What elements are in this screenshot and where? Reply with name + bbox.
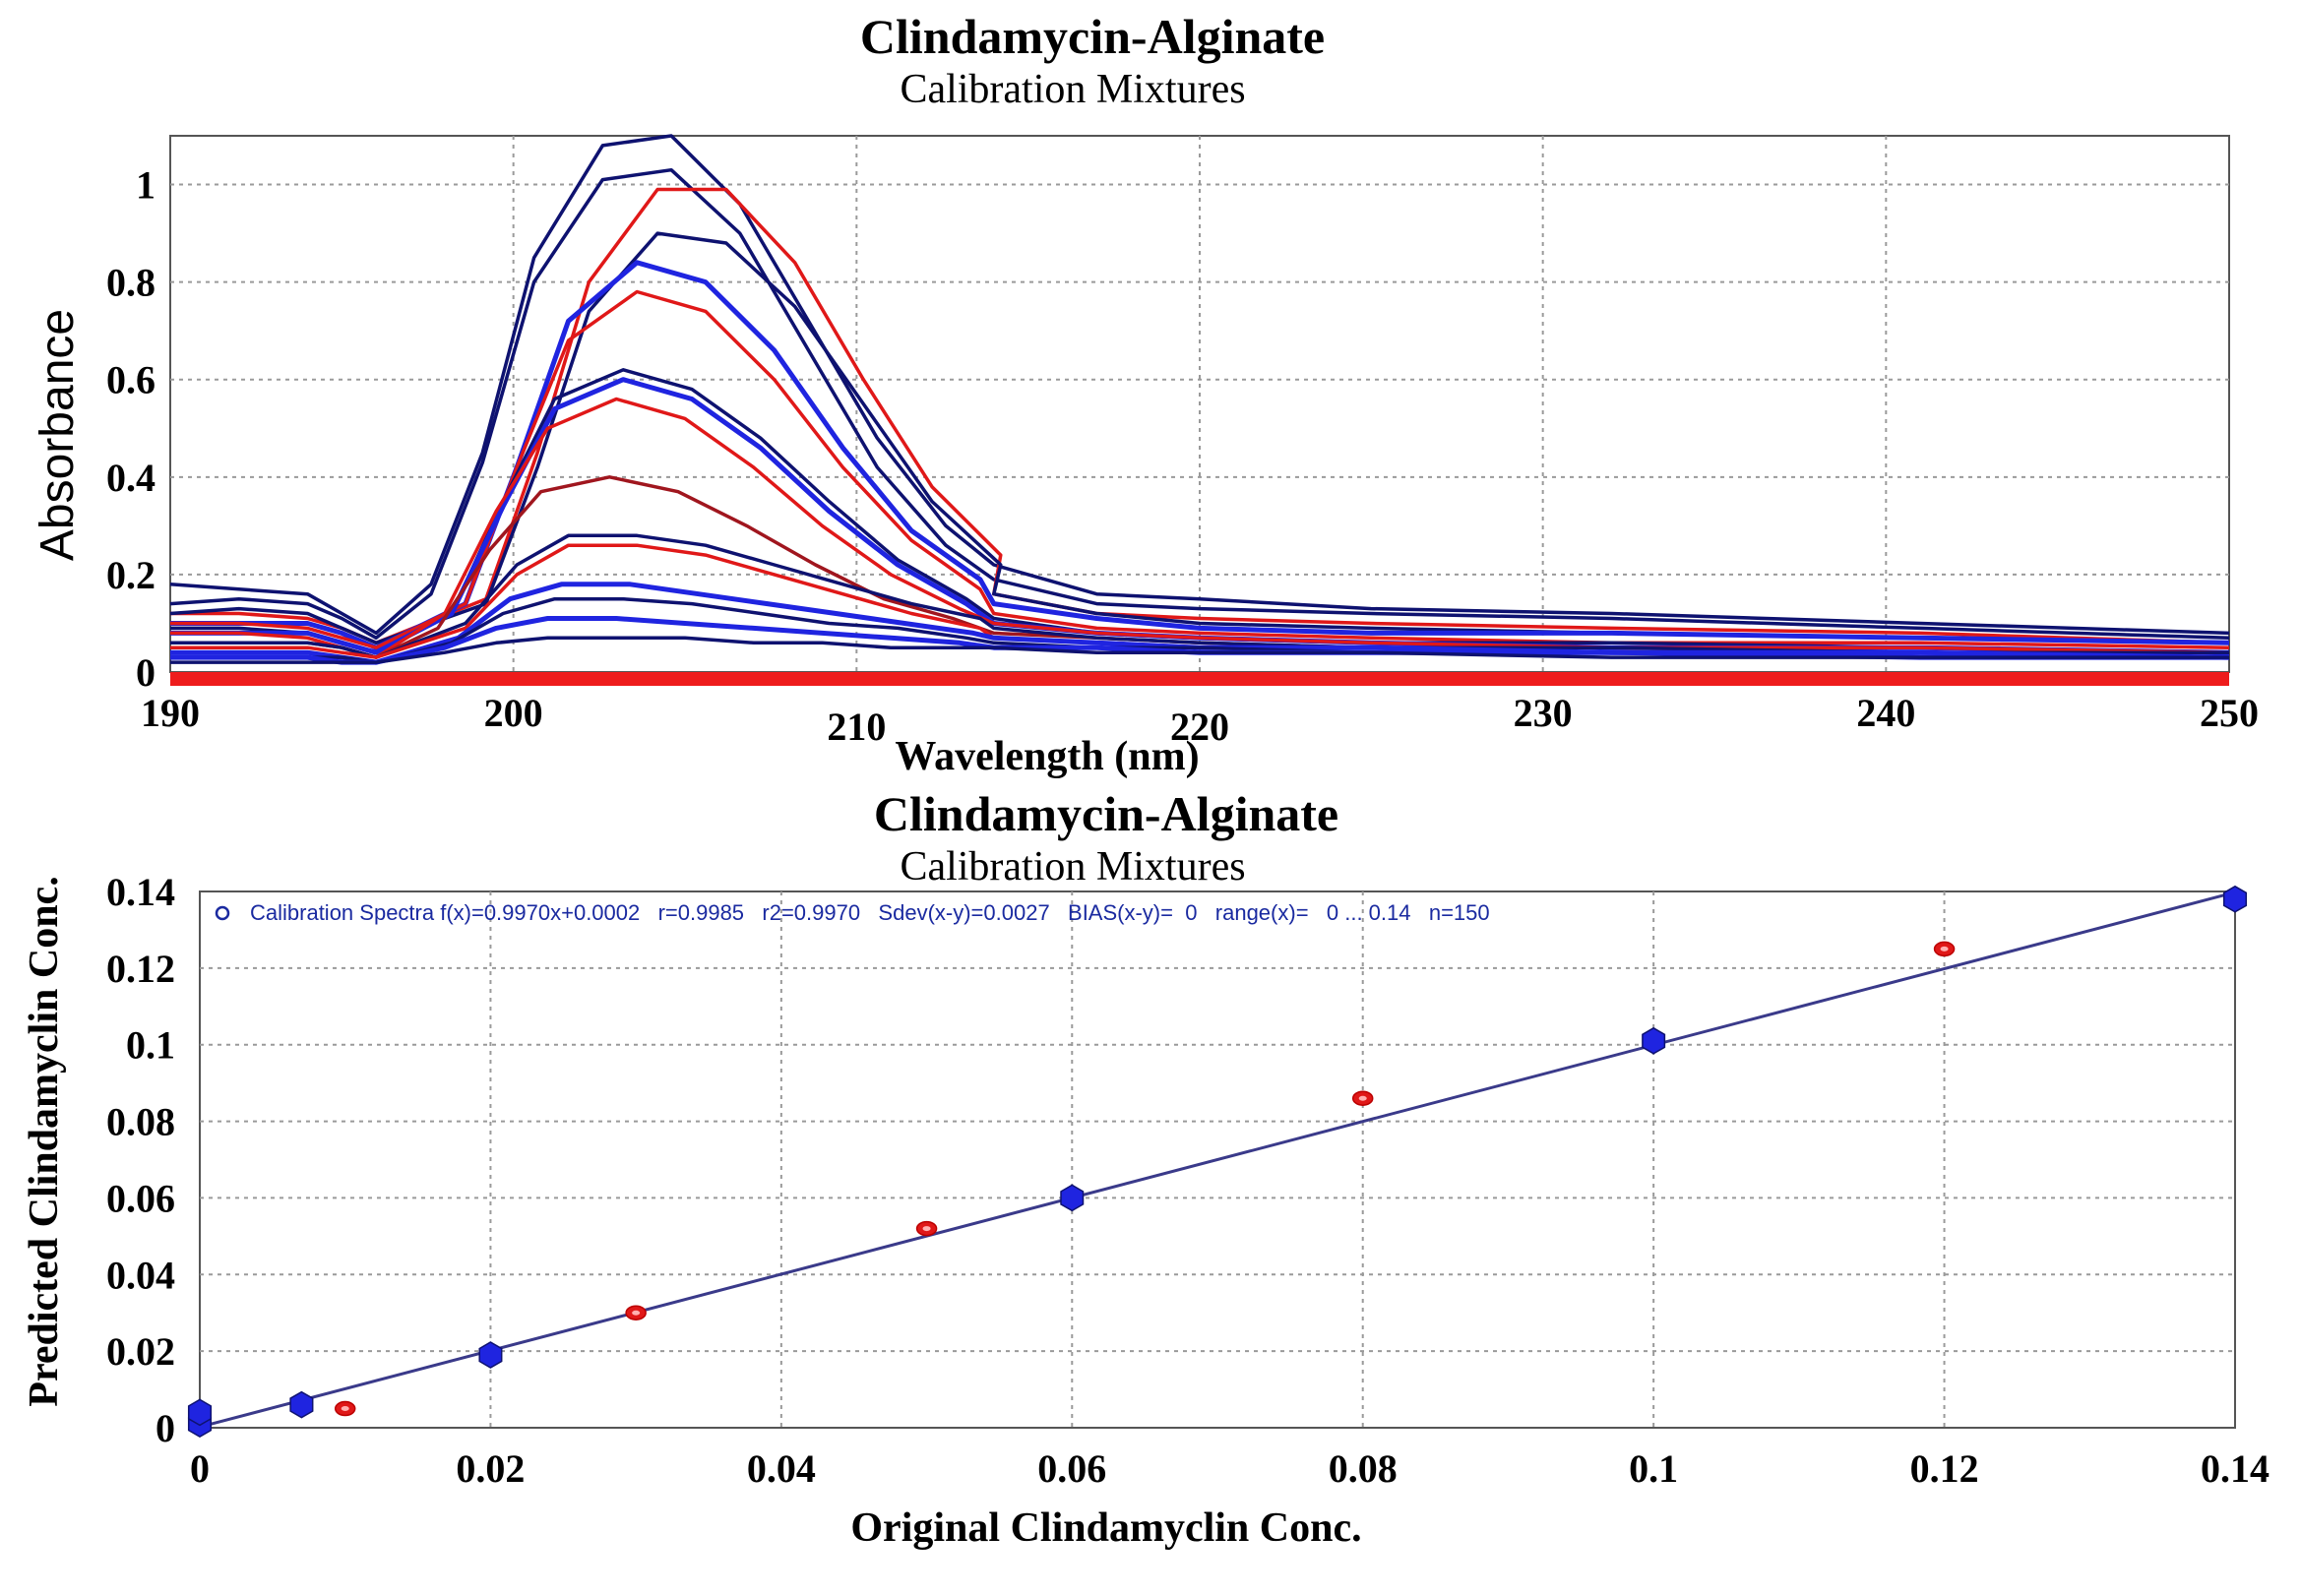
chart2-legend: Calibration Spectra f(x)=0.9970x+0.0002 … [215, 900, 1490, 925]
scatter-point-red-highlight [632, 1310, 641, 1316]
chart2-y-tick-label: 0.08 [106, 1100, 175, 1144]
chart2-y-ticks: 0 0.02 0.04 0.06 0.08 0.1 0.12 0.14 [106, 870, 175, 1450]
chart1-y-tick-label: 0.2 [106, 553, 155, 597]
chart1-x-tick-label: 190 [141, 691, 200, 735]
chart2-x-tick-label: 0.14 [2201, 1446, 2270, 1491]
chart1-y-tick-label: 0.4 [106, 456, 155, 500]
chart2-y-tick-label: 0.1 [126, 1023, 175, 1068]
chart2-y-tick-label: 0.04 [106, 1253, 175, 1297]
spectrum-line [170, 289, 2230, 649]
chart2-x-tick-label: 0.02 [456, 1446, 525, 1491]
scatter-point-red-highlight [341, 1406, 349, 1412]
chart1-x-axis-label: Wavelength (nm) [895, 734, 1199, 779]
chart1-y-ticks: 0 0.2 0.4 0.6 0.8 1 [106, 163, 155, 695]
regression-line [199, 890, 2236, 1429]
chart2-x-tick-label: 0.1 [1629, 1446, 1678, 1491]
scatter-point-blue [187, 1398, 213, 1427]
chart1-x-tick-label: 220 [1170, 705, 1229, 749]
chart2-y-tick-label: 0 [155, 1406, 175, 1450]
chart2-points-group [187, 885, 2248, 1438]
chart2-y-tick-label: 0.02 [106, 1329, 175, 1374]
spectra-chart: Clindamycin-Alginate Calibration Mixture… [31, 9, 2259, 779]
chart2-y-tick-label: 0.14 [106, 870, 175, 914]
chart1-series-group [169, 134, 2230, 665]
chart2-legend-text: Calibration Spectra f(x)=0.9970x+0.0002 … [250, 900, 1490, 925]
scatter-point-blue [1642, 1026, 1666, 1055]
scatter-point-blue [2222, 885, 2248, 913]
chart1-baseline-band [170, 672, 2229, 686]
chart1-y-tick-label: 0.6 [106, 358, 155, 402]
chart2-x-tick-label: 0.06 [1037, 1446, 1106, 1491]
spectrum-line [170, 260, 2230, 650]
chart2-x-tick-label: 0.04 [747, 1446, 816, 1491]
chart2-y-axis-label: Predicted Clindamyclin Conc. [22, 876, 67, 1406]
chart2-x-tick-label: 0.08 [1329, 1446, 1398, 1491]
chart2-subtitle: Calibration Mixtures [900, 844, 1245, 890]
chart2-x-tick-label: 0 [190, 1446, 210, 1491]
chart1-title: Clindamycin-Alginate [860, 9, 1325, 64]
scatter-point-blue [478, 1341, 503, 1369]
scatter-point-red-highlight [1940, 946, 1949, 951]
spectrum-line [169, 231, 2230, 645]
spectrum-line [170, 636, 2229, 664]
chart1-x-tick-label: 240 [1856, 691, 1915, 735]
chart2-x-axis-label: Original Clindamyclin Conc. [850, 1505, 1361, 1551]
scatter-point-blue [1060, 1184, 1085, 1212]
chart1-x-tick-label: 230 [1514, 691, 1573, 735]
chart1-x-tick-label: 210 [827, 705, 886, 749]
chart2-x-tick-label: 0.12 [1910, 1446, 1979, 1491]
chart1-subtitle: Calibration Mixtures [900, 67, 1245, 112]
scatter-point-red-highlight [1358, 1095, 1367, 1101]
legend-marker-icon [215, 905, 230, 921]
chart1-y-tick-label: 0 [136, 650, 155, 695]
calibration-chart: Clindamycin-Alginate Calibration Mixture… [22, 786, 2270, 1551]
chart1-y-axis-label: Absorbance [31, 309, 84, 561]
chart1-x-tick-label: 200 [484, 691, 543, 735]
chart2-title: Clindamycin-Alginate [874, 786, 1338, 841]
scatter-point-blue [289, 1390, 314, 1419]
chart2-x-ticks: 0 0.02 0.04 0.06 0.08 0.1 0.12 0.14 [190, 1446, 2270, 1491]
scatter-point-red-highlight [922, 1226, 931, 1232]
chart2-grid [200, 891, 2235, 1428]
chart2-y-tick-label: 0.06 [106, 1176, 175, 1220]
chart2-y-tick-label: 0.12 [106, 947, 175, 991]
chart1-x-ticks: 190 200 210 220 230 240 250 [141, 691, 2259, 749]
chart1-x-tick-label: 250 [2200, 691, 2259, 735]
spectrum-line [169, 167, 2230, 641]
chart1-y-tick-label: 1 [136, 163, 155, 208]
chart1-y-tick-label: 0.8 [106, 261, 155, 305]
